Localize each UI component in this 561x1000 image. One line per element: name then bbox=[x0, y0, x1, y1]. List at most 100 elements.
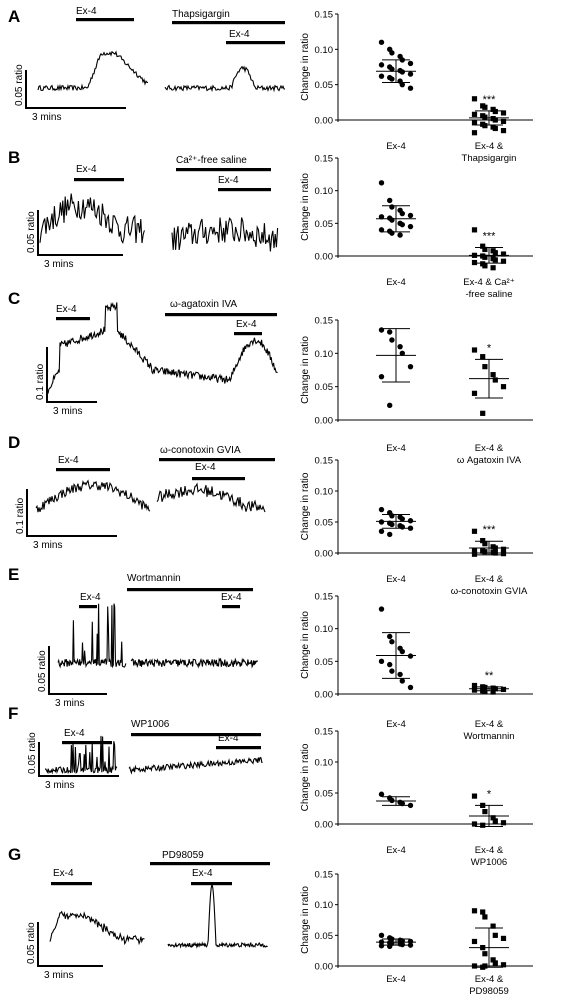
scale-bar bbox=[37, 922, 103, 967]
y-tick-label: 0.00 bbox=[315, 416, 334, 427]
calcium-trace bbox=[35, 479, 266, 513]
data-point bbox=[389, 66, 395, 72]
stimulus-label: Wortmannin bbox=[127, 573, 181, 584]
category-label: -free saline bbox=[466, 289, 513, 300]
data-point bbox=[500, 251, 507, 257]
data-point bbox=[492, 257, 498, 263]
data-point bbox=[378, 658, 385, 665]
stimulus-label: ω-conotoxin GVIA bbox=[160, 445, 241, 456]
data-point bbox=[471, 130, 478, 136]
stimulus-label: Ex-4 bbox=[80, 592, 101, 603]
data-point bbox=[492, 960, 498, 966]
data-point bbox=[407, 85, 414, 91]
stimulus-label: Ex-4 bbox=[58, 455, 79, 466]
data-point bbox=[407, 653, 414, 659]
data-point bbox=[500, 110, 507, 116]
data-point bbox=[480, 243, 486, 249]
data-point bbox=[387, 402, 393, 409]
y-tick-label: 0.15 bbox=[315, 10, 334, 21]
stimulus-label: Ex-4 bbox=[64, 728, 85, 739]
data-point bbox=[500, 118, 507, 125]
data-point bbox=[482, 263, 488, 269]
calcium-trace bbox=[47, 302, 278, 394]
stimulus-bar bbox=[76, 18, 134, 22]
panel-a: A Ex-4 Thapsigargin Ex-4 0.05 ratio 3 mins 0.1… bbox=[8, 6, 533, 164]
data-point bbox=[407, 684, 414, 691]
data-point bbox=[471, 111, 478, 117]
scale-bar-x-label: 3 mins bbox=[32, 112, 61, 123]
data-point bbox=[471, 547, 478, 554]
panel-letter: B bbox=[8, 148, 20, 167]
data-point bbox=[399, 941, 405, 948]
scatter-plot: 0.15 0.10 0.05 0.00 Change in ratio Ex-4 *** Ex… bbox=[300, 10, 533, 164]
data-point bbox=[471, 528, 478, 534]
category-label: Ex-4 & bbox=[475, 574, 504, 585]
y-tick-label: 0.15 bbox=[315, 727, 334, 738]
scale-bar bbox=[38, 742, 119, 777]
data-point bbox=[480, 538, 486, 544]
scatter-plot: 0.15 0.10 0.05 0.00 Change in ratio Ex-4 *** Ex… bbox=[300, 456, 533, 597]
panel-c: C Ex-4 ω-agatoxin IVA Ex-4 0.1 ratio 3 mins 0.… bbox=[8, 289, 533, 466]
data-point bbox=[490, 815, 496, 821]
significance-marker: * bbox=[487, 788, 492, 800]
data-point bbox=[480, 354, 486, 360]
data-point bbox=[500, 258, 507, 264]
data-point bbox=[387, 329, 393, 335]
data-point bbox=[407, 802, 414, 809]
scatter-plot: 0.15 0.10 0.05 0.00 Change in ratio Ex-4 Ex-4 … bbox=[300, 870, 533, 997]
calcium-trace bbox=[39, 193, 279, 252]
stimulus-bar bbox=[127, 588, 253, 592]
data-point bbox=[399, 350, 405, 357]
stimulus-bar bbox=[51, 882, 92, 886]
significance-marker: *** bbox=[483, 524, 497, 536]
data-point bbox=[397, 343, 403, 350]
calcium-trace bbox=[49, 884, 268, 949]
panel-d: D Ex-4 ω-conotoxin GVIA Ex-4 0.1 ratio 3 mins… bbox=[8, 433, 533, 597]
scale-bar-y-label: 0.05 ratio bbox=[26, 922, 37, 964]
data-point bbox=[389, 76, 395, 82]
stimulus-bar bbox=[222, 605, 240, 609]
y-axis-label: Change in ratio bbox=[300, 886, 311, 954]
data-point bbox=[471, 793, 478, 799]
panel-g: G Ex-4 PD98059 Ex-4 0.05 ratio 3 mins 0.15 0.10… bbox=[8, 845, 533, 997]
scatter-plot: 0.15 0.10 0.05 0.00 Change in ratio Ex-4 ** Ex-… bbox=[300, 592, 533, 742]
data-point bbox=[471, 682, 478, 689]
stimulus-bar bbox=[226, 41, 285, 45]
panel-letter: G bbox=[8, 845, 21, 864]
category-label: Ex-4 bbox=[386, 974, 406, 985]
data-point bbox=[471, 551, 478, 557]
data-point bbox=[387, 943, 393, 950]
data-point bbox=[490, 372, 496, 378]
category-label: PD98059 bbox=[469, 986, 509, 997]
scale-bar-y-label: 0.05 ratio bbox=[27, 732, 38, 774]
stimulus-label: WP1006 bbox=[131, 719, 170, 730]
data-point bbox=[407, 223, 414, 230]
data-point bbox=[399, 81, 405, 88]
data-point bbox=[389, 639, 395, 645]
data-point bbox=[407, 525, 414, 531]
data-point bbox=[482, 684, 488, 691]
data-point bbox=[500, 962, 507, 968]
data-point bbox=[378, 606, 385, 612]
data-point bbox=[482, 123, 488, 129]
stimulus-bar bbox=[131, 733, 261, 737]
stimulus-label: Ex-4 bbox=[192, 868, 213, 879]
stimulus-bar bbox=[62, 741, 112, 745]
data-point bbox=[378, 519, 385, 525]
data-point bbox=[490, 957, 496, 963]
data-point bbox=[490, 265, 496, 271]
significance-marker: * bbox=[487, 342, 492, 354]
category-label: Ex-4 & Ca²⁺ bbox=[463, 277, 514, 288]
scale-bar-y-label: 0.05 ratio bbox=[37, 650, 48, 692]
scale-bar bbox=[37, 210, 123, 256]
data-point bbox=[378, 943, 385, 949]
data-point bbox=[471, 259, 478, 266]
data-point bbox=[492, 250, 498, 256]
stimulus-bar bbox=[56, 317, 90, 321]
y-axis-label: Change in ratio bbox=[300, 472, 311, 540]
data-point bbox=[399, 800, 405, 807]
data-point bbox=[471, 120, 478, 126]
y-tick-label: 0.00 bbox=[315, 252, 334, 263]
y-tick-label: 0.05 bbox=[315, 931, 334, 942]
stimulus-bar bbox=[192, 477, 245, 481]
